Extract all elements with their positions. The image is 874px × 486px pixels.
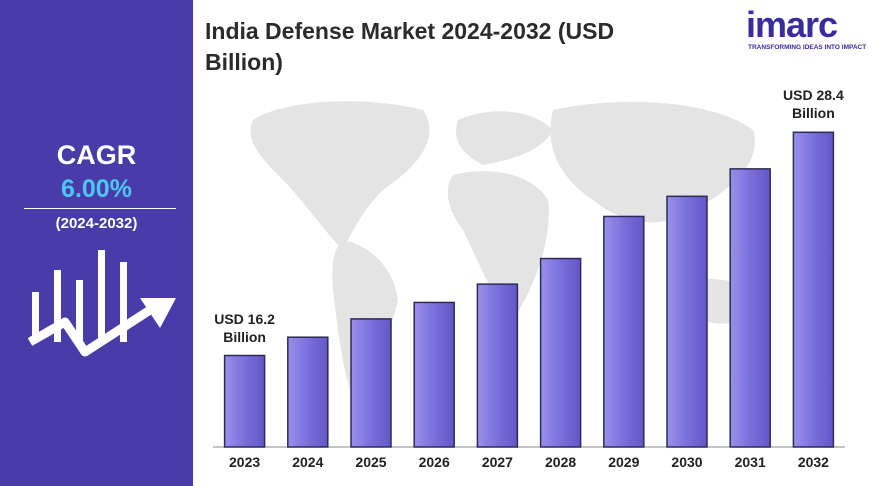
x-tick-label: 2031 [735, 454, 766, 470]
cagr-label: CAGR [56, 140, 137, 170]
value-label: USD 28.4 Billion [783, 87, 844, 122]
x-tick-label: 2028 [545, 454, 576, 470]
logo-tagline: TRANSFORMING IDEAS INTO IMPACT [748, 44, 867, 51]
value-label: USD 16.2 Billion [214, 310, 275, 345]
divider [24, 208, 176, 209]
chart: 2023 2024 2025 2026 2027 2028 2029 2030 2031 2032 [213, 101, 845, 470]
bar [350, 318, 392, 448]
x-tick-label: 2027 [482, 454, 513, 470]
bar [539, 257, 582, 448]
cagr-period: (2024-2032) [55, 215, 138, 232]
x-tick-label: 2023 [229, 454, 260, 470]
bar [223, 354, 266, 448]
x-tick-label: 2026 [419, 454, 450, 470]
cagr-value: 6.00% [61, 175, 132, 203]
bar [666, 195, 708, 448]
x-tick-label: 2029 [608, 454, 639, 470]
side-panel: CAGR 6.00% (2024-2032) [0, 0, 193, 486]
bar [792, 131, 835, 448]
bar [603, 215, 645, 448]
bar [476, 283, 519, 448]
x-tick-label: 2030 [671, 454, 702, 470]
logo: imarc [746, 4, 838, 45]
x-tick-label: 2024 [292, 454, 323, 470]
chart-title: India Defense Market 2024-2032 (USD Bill… [205, 18, 615, 75]
growth-icon [27, 250, 176, 357]
bar [413, 301, 455, 448]
x-tick-label: 2025 [355, 454, 386, 470]
bar [729, 168, 771, 448]
x-tick-label: 2032 [798, 454, 829, 470]
bar [287, 336, 329, 448]
